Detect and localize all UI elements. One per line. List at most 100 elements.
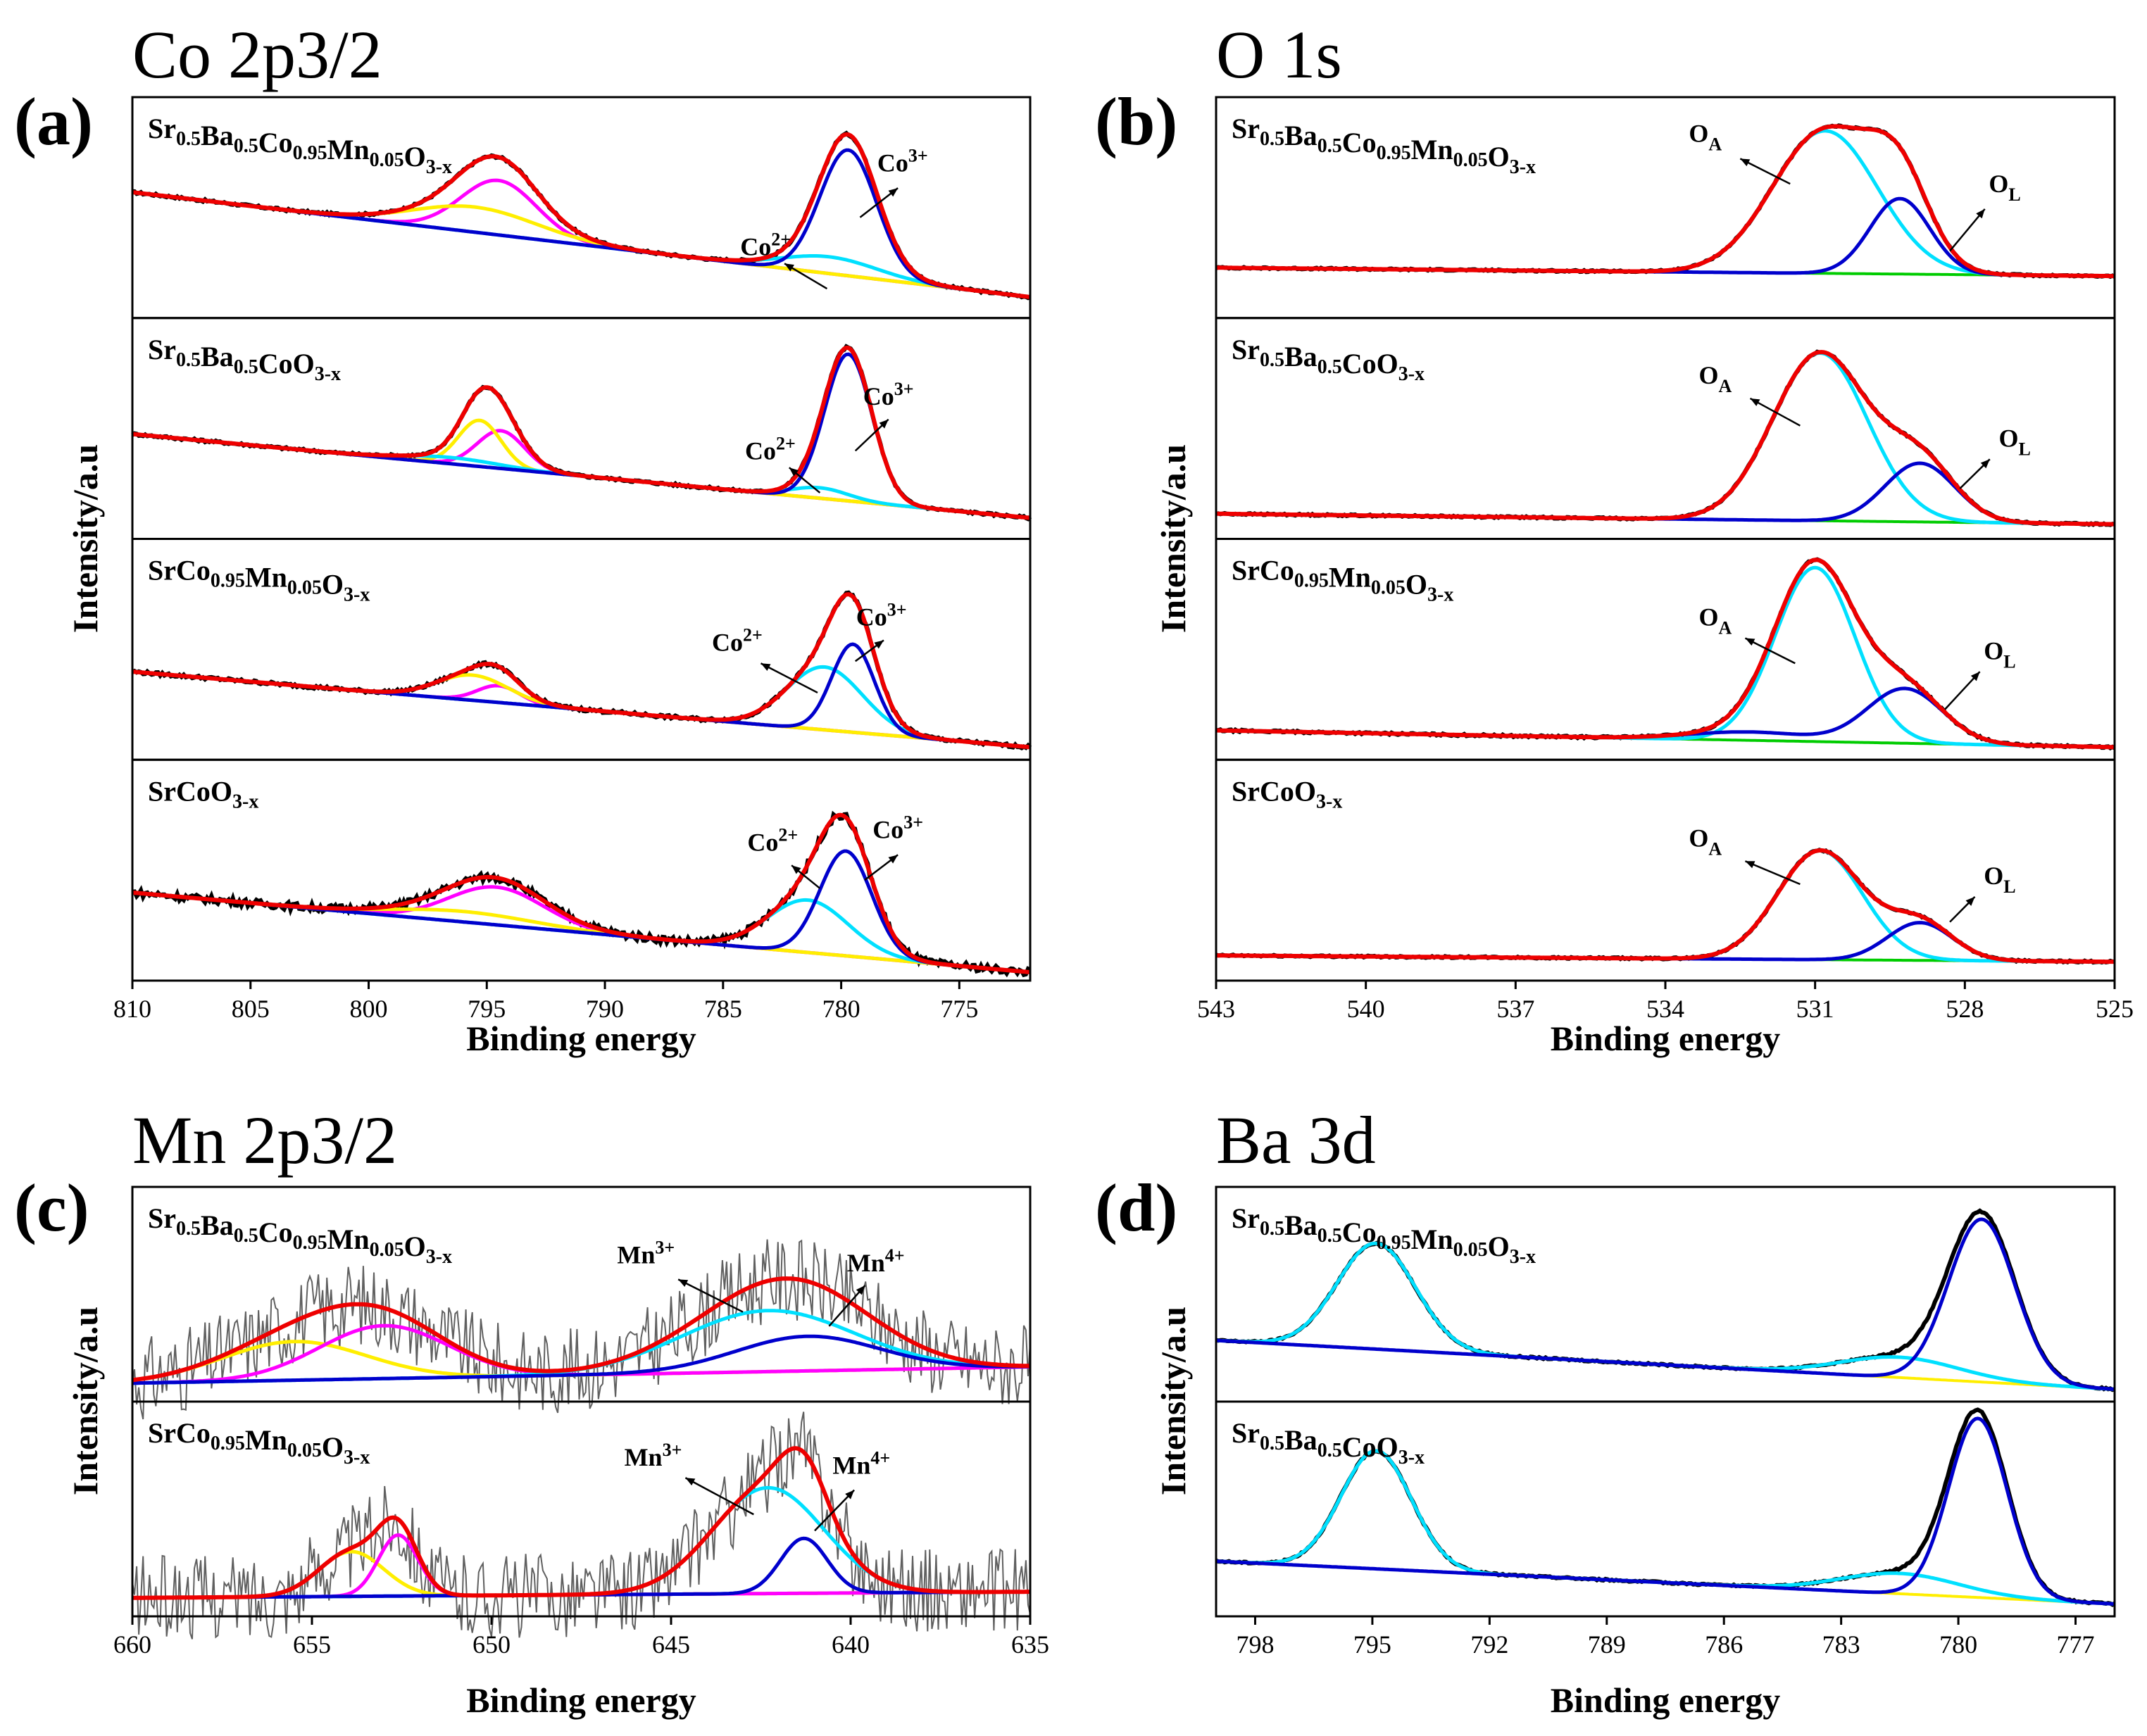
subplot-frame <box>131 1400 1032 1618</box>
component-line-0 <box>1215 565 2115 749</box>
annotation-label: Mn4+ <box>847 1245 905 1277</box>
panel-title: Mn 2p3/2 <box>132 1102 397 1178</box>
component-line-3 <box>132 642 1031 749</box>
x-tick-label: 640 <box>832 1630 870 1659</box>
envelope-line <box>1215 558 2115 750</box>
panel-title: Co 2p3/2 <box>132 17 382 92</box>
panel-label: (a) <box>14 84 93 159</box>
y-axis-label: Intensity/a.u <box>65 1307 105 1495</box>
raw-data-line <box>1215 848 2115 965</box>
annotation-1: OL <box>1949 862 2016 923</box>
x-tick-label: 800 <box>350 995 388 1023</box>
annotation-1: OL <box>1959 424 2031 489</box>
annotation-0: OA <box>1698 361 1801 427</box>
annotation-label: Co2+ <box>745 433 796 465</box>
sample-name: Sr0.5Ba0.5CoO3-x <box>1232 1417 1425 1468</box>
x-tick-label: 785 <box>704 995 742 1023</box>
x-tick-label: 780 <box>822 995 860 1023</box>
annotation-arrowhead <box>874 640 884 649</box>
annotation-arrowhead <box>1745 638 1755 646</box>
x-tick-label: 775 <box>940 995 978 1023</box>
annotation-label: OA <box>1689 824 1722 859</box>
annotation-label: OL <box>1984 862 2015 897</box>
panel-label: (b) <box>1095 84 1177 159</box>
sample-name: Sr0.5Ba0.5Co0.95Mn0.05O3-x <box>148 1202 452 1268</box>
annotation-arrowhead <box>760 663 771 672</box>
annotation-arrow <box>1749 397 1801 427</box>
annotation-arrowhead <box>1976 208 1985 219</box>
annotation-label: Co3+ <box>877 145 928 177</box>
x-tick-label: 655 <box>293 1630 331 1659</box>
sample-name: Sr0.5Ba0.5Co0.95Mn0.05O3-x <box>148 113 452 178</box>
envelope-line <box>132 132 1031 299</box>
subplot-1: Sr0.5Ba0.5CoO3-x OA OL <box>1215 317 2116 540</box>
component-line-3 <box>132 1334 1031 1385</box>
subplot-2: SrCo0.95Mn0.05O3-x OA OL <box>1215 538 2116 761</box>
x-tick-label: 645 <box>652 1630 690 1659</box>
annotation-0: Mn3+ <box>625 1440 754 1516</box>
x-tick-label: 660 <box>113 1630 151 1659</box>
annotation-0: Co2+ <box>740 229 828 290</box>
x-axis-label: Binding energy <box>1551 1019 1780 1058</box>
subplot-frame <box>1215 1400 2116 1618</box>
x-tick-label: 780 <box>1939 1630 1977 1659</box>
subplot-0: Sr0.5Ba0.5Co0.95Mn0.05O3-x Mn3+ Mn4+ <box>131 1185 1032 1420</box>
annotation-arrow <box>677 1278 744 1313</box>
x-tick-label: 543 <box>1197 995 1235 1023</box>
x-tick-label: 786 <box>1705 1630 1743 1659</box>
x-tick-label: 795 <box>468 995 506 1023</box>
annotation-0: Co2+ <box>745 433 821 493</box>
subplot-3: SrCoO3-x Co2+ Co3+ <box>131 758 1032 982</box>
subplot-frame <box>1215 758 2116 982</box>
component-line-1 <box>1215 1416 2115 1606</box>
y-axis-label: Intensity/a.u <box>1153 1307 1193 1495</box>
component-line-3 <box>132 1536 1030 1600</box>
annotation-1: Co3+ <box>859 145 928 218</box>
subplot-0: Sr0.5Ba0.5Co0.95Mn0.05O3-x <box>1215 1185 2116 1403</box>
panel-label: (c) <box>14 1170 89 1245</box>
annotation-1: Mn4+ <box>814 1447 890 1532</box>
annotation-label: Mn3+ <box>625 1440 682 1471</box>
envelope-line <box>132 1276 1031 1383</box>
x-tick-label: 534 <box>1646 995 1684 1023</box>
panel-label: (d) <box>1095 1170 1177 1245</box>
subplot-1: SrCo0.95Mn0.05O3-x Mn3+ Mn4+ <box>131 1400 1032 1640</box>
subplot-3: SrCoO3-x OA OL <box>1215 758 2116 982</box>
sample-name: Sr0.5Ba0.5CoO3-x <box>148 334 341 385</box>
annotation-arrowhead <box>1750 398 1760 406</box>
x-tick-label: 540 <box>1347 995 1385 1023</box>
subplot-frame <box>131 758 1032 982</box>
x-tick-label: 777 <box>2057 1630 2095 1659</box>
annotation-1: Co3+ <box>854 379 914 452</box>
annotation-arrowhead <box>888 855 899 864</box>
sample-name: Sr0.5Ba0.5Co0.95Mn0.05O3-x <box>1232 113 1536 178</box>
annotation-label: OL <box>1999 424 2031 459</box>
annotation-0: Co2+ <box>712 624 818 694</box>
x-tick-label: 792 <box>1470 1630 1508 1659</box>
x-axis-label: Binding energy <box>466 1019 696 1058</box>
panel-1: O 1s(b) Sr0.5Ba0.5Co0.95Mn0.05O3-xOAOLSr0… <box>1095 17 2134 1058</box>
annotation-arrow <box>684 1477 754 1516</box>
component-line-0 <box>1216 848 2115 964</box>
annotation-arrow <box>760 662 818 694</box>
subplot-1: Sr0.5Ba0.5CoO3-x <box>1215 1400 2116 1618</box>
component-line-1 <box>1215 1217 2115 1391</box>
annotation-1: OL <box>1949 170 2021 252</box>
component-line-1 <box>1215 196 2115 278</box>
annotation-0: Co2+ <box>747 824 821 889</box>
annotation-arrow <box>1949 208 1986 252</box>
subplot-0: Sr0.5Ba0.5Co0.95Mn0.05O3-x Co2+ Co3+ <box>131 96 1032 320</box>
annotation-0: OA <box>1698 603 1796 665</box>
annotation-label: OL <box>1989 170 2020 205</box>
annotation-arrow <box>1744 860 1801 886</box>
sample-name: Sr0.5Ba0.5CoO3-x <box>1232 334 1425 385</box>
annotation-label: OL <box>1984 636 2015 672</box>
envelope-line <box>132 1446 1030 1600</box>
annotation-arrowhead <box>879 419 889 429</box>
envelope-line <box>1215 124 2115 279</box>
annotation-arrowhead <box>1965 896 1975 906</box>
envelope-line <box>1216 848 2115 964</box>
annotation-arrowhead <box>888 188 899 197</box>
x-tick-label: 537 <box>1496 995 1534 1023</box>
